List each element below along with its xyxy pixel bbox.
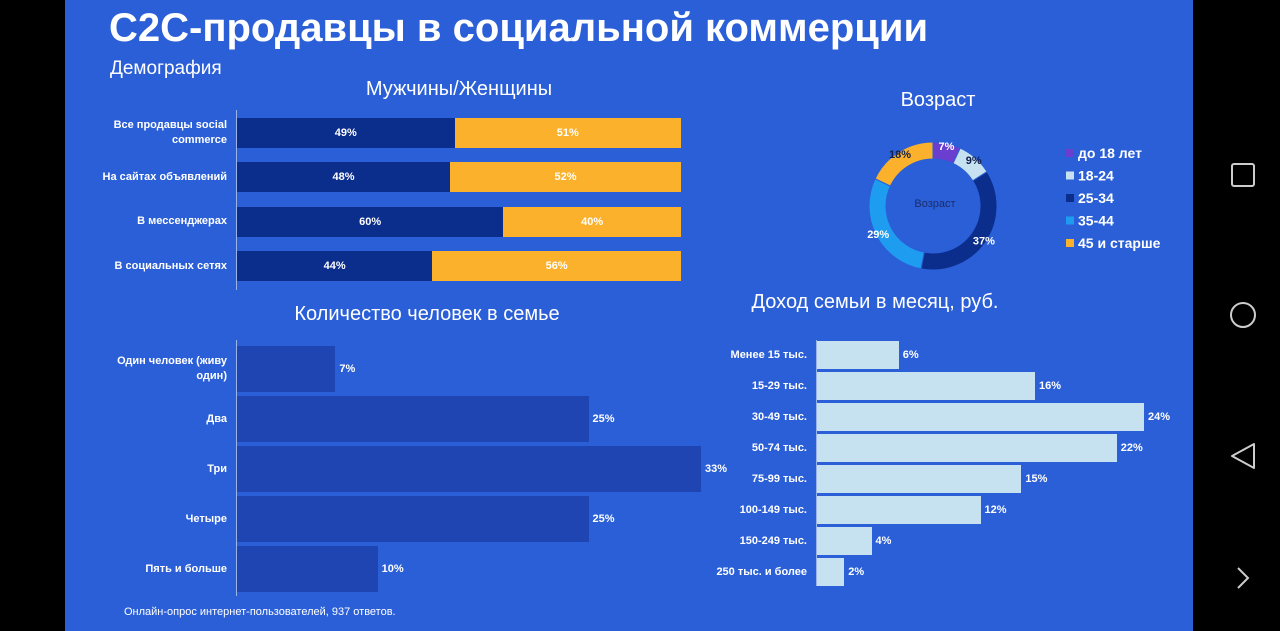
chart-title: Доход семьи в месяц, руб. bbox=[751, 291, 999, 313]
nav-bar bbox=[1230, 163, 1256, 589]
y-tick-label: Менее 15 тыс. bbox=[730, 348, 807, 361]
data-label: 18% bbox=[889, 149, 911, 161]
y-tick-label: 150-249 тыс. bbox=[739, 534, 807, 547]
y-tick-label: 250 тыс. и более bbox=[716, 565, 807, 578]
bar bbox=[503, 206, 681, 237]
data-label: 2% bbox=[848, 566, 865, 578]
data-label: 6% bbox=[902, 349, 919, 361]
chart-title: Возраст bbox=[900, 89, 976, 111]
axis-line bbox=[236, 110, 237, 290]
donut-center-label: Возраст bbox=[914, 198, 955, 210]
data-label: 7% bbox=[339, 363, 356, 375]
bar bbox=[454, 118, 681, 148]
bar bbox=[237, 206, 504, 237]
bar bbox=[817, 558, 845, 586]
data-label: 12% bbox=[984, 504, 1007, 516]
legend-swatch bbox=[1066, 239, 1074, 247]
legend-swatch bbox=[1066, 171, 1074, 180]
data-label: 29% bbox=[867, 229, 889, 241]
y-tick-label: 30-49 тыс. bbox=[751, 410, 807, 423]
y-tick-label: Все продавцы social commerce bbox=[113, 119, 227, 146]
data-label: 15% bbox=[1025, 473, 1048, 485]
y-tick-label: Пять и больше bbox=[145, 562, 227, 575]
legend-swatch bbox=[1066, 149, 1074, 157]
data-label: 25% bbox=[592, 513, 615, 525]
legend-label: 45 и старше bbox=[1078, 235, 1161, 251]
legend-swatch bbox=[1066, 216, 1074, 225]
y-tick-label: 15-29 тыс. bbox=[751, 379, 807, 392]
y-tick-label: 50-74 тыс. bbox=[751, 441, 807, 454]
y-tick-label: На сайтах объявлений bbox=[102, 170, 227, 183]
slide-title: C2C-продавцы в социальной коммерции bbox=[109, 6, 929, 50]
donut-slice bbox=[874, 141, 934, 187]
data-label: 56% bbox=[545, 260, 568, 273]
data-label: 37% bbox=[973, 236, 995, 248]
bar bbox=[817, 403, 1144, 431]
bar bbox=[237, 546, 378, 592]
bar bbox=[237, 346, 336, 392]
data-label: 52% bbox=[554, 171, 577, 184]
chart-title: Мужчины/Женщины bbox=[365, 78, 553, 100]
axis-line bbox=[816, 340, 817, 586]
axis-line bbox=[236, 340, 237, 596]
data-label: 33% bbox=[705, 463, 728, 475]
chart-title: Количество человек в семье bbox=[294, 303, 560, 325]
data-label: 10% bbox=[381, 563, 404, 575]
data-label: 9% bbox=[966, 155, 982, 167]
y-tick-label: 100-149 тыс. bbox=[739, 503, 807, 516]
legend-label: до 18 лет bbox=[1078, 145, 1142, 161]
bar bbox=[817, 465, 1022, 493]
legend-label: 25-34 bbox=[1078, 190, 1114, 206]
data-label: 24% bbox=[1148, 411, 1171, 423]
bar bbox=[237, 446, 701, 492]
y-tick-label: Три bbox=[207, 462, 227, 475]
y-tick-label: Два bbox=[206, 412, 227, 425]
legend-label: 35-44 bbox=[1078, 213, 1114, 229]
donut-hole bbox=[887, 160, 979, 252]
data-label: 48% bbox=[332, 171, 355, 184]
recent-button[interactable] bbox=[1231, 163, 1255, 187]
bar bbox=[450, 162, 681, 193]
bar bbox=[817, 496, 981, 524]
bar bbox=[817, 341, 899, 369]
data-label: 22% bbox=[1120, 442, 1143, 454]
back-button[interactable] bbox=[1231, 443, 1255, 469]
data-label: 25% bbox=[592, 413, 615, 425]
next-button[interactable] bbox=[1237, 567, 1250, 589]
bar bbox=[817, 372, 1035, 400]
bar bbox=[237, 162, 451, 193]
data-label: 40% bbox=[581, 215, 604, 228]
data-label: 51% bbox=[556, 127, 579, 139]
bar bbox=[237, 496, 589, 542]
y-tick-label: В социальных сетях bbox=[114, 259, 227, 272]
data-label: 16% bbox=[1039, 380, 1062, 392]
y-tick-label: В мессенджерах bbox=[137, 215, 227, 228]
bar bbox=[432, 251, 681, 282]
y-tick-label: 75-99 тыс. bbox=[751, 472, 807, 485]
data-label: 7% bbox=[938, 141, 954, 153]
slide-subtitle: Демография bbox=[110, 58, 222, 79]
legend-swatch bbox=[1066, 194, 1074, 202]
bar bbox=[237, 251, 433, 282]
bar bbox=[817, 527, 872, 555]
footnote: Онлайн-опрос интернет-пользователей, 937… bbox=[124, 606, 396, 618]
data-label: 49% bbox=[334, 127, 357, 139]
legend-label: 18-24 bbox=[1078, 168, 1114, 184]
bar bbox=[237, 118, 455, 148]
data-label: 44% bbox=[323, 260, 346, 273]
y-tick-label: Четыре bbox=[185, 512, 227, 525]
data-label: 4% bbox=[875, 535, 892, 547]
data-label: 60% bbox=[359, 215, 382, 228]
bar bbox=[237, 396, 589, 442]
y-tick-label: Один человек (живу один) bbox=[117, 355, 227, 382]
home-button[interactable] bbox=[1230, 302, 1256, 328]
bar bbox=[817, 434, 1117, 462]
